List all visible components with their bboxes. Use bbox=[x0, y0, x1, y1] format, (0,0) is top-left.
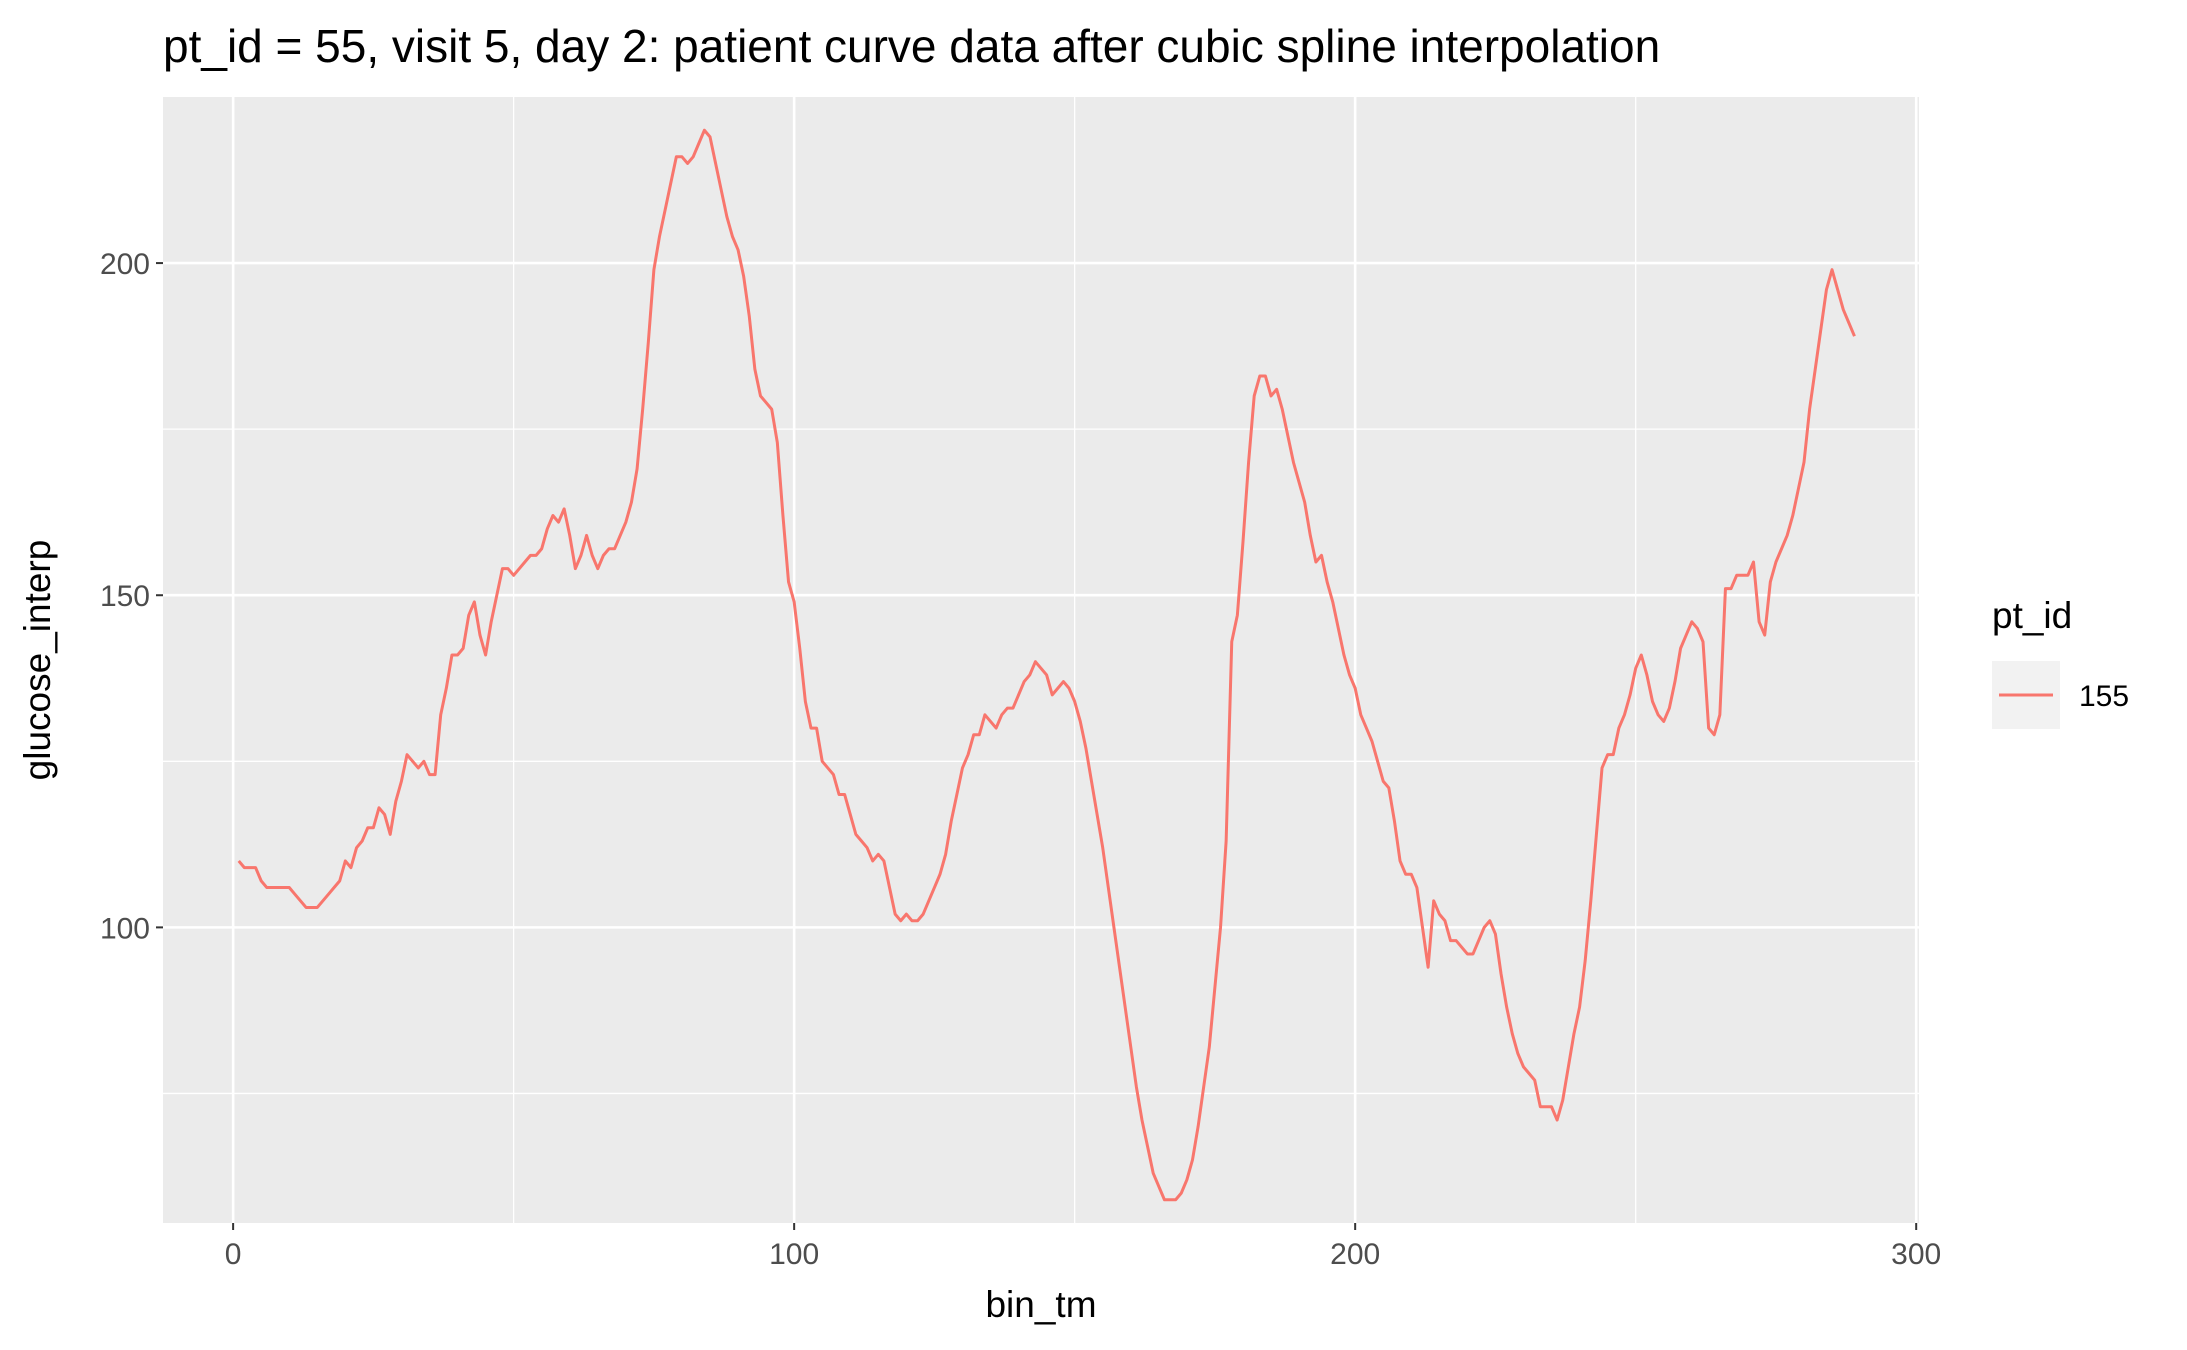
y-tick-label-100: 100 bbox=[100, 912, 150, 945]
x-axis-title: bin_tm bbox=[985, 1284, 1096, 1325]
grid-minor-lines bbox=[163, 97, 1919, 1223]
x-tick-label-300: 300 bbox=[1891, 1238, 1941, 1271]
y-tick-label-200: 200 bbox=[100, 248, 150, 281]
legend: pt_id 155 bbox=[1992, 595, 2129, 729]
x-tick-label-0: 0 bbox=[225, 1238, 242, 1271]
plot-panel bbox=[163, 97, 1919, 1223]
legend-label: 155 bbox=[2079, 680, 2129, 713]
y-axis-title: glucose_interp bbox=[17, 540, 58, 781]
chart-title: pt_id = 55, visit 5, day 2: patient curv… bbox=[163, 20, 1660, 72]
x-axis: 0 100 200 300 bbox=[225, 1223, 1941, 1271]
y-axis: 100 150 200 bbox=[100, 248, 163, 945]
x-tick-label-200: 200 bbox=[1330, 1238, 1380, 1271]
grid-major-lines bbox=[163, 97, 1919, 1223]
legend-title: pt_id bbox=[1992, 595, 2072, 636]
series-line-155 bbox=[237, 128, 1856, 1202]
y-tick-label-150: 150 bbox=[100, 580, 150, 613]
series-layer bbox=[237, 128, 1856, 1202]
x-tick-label-100: 100 bbox=[769, 1238, 819, 1271]
